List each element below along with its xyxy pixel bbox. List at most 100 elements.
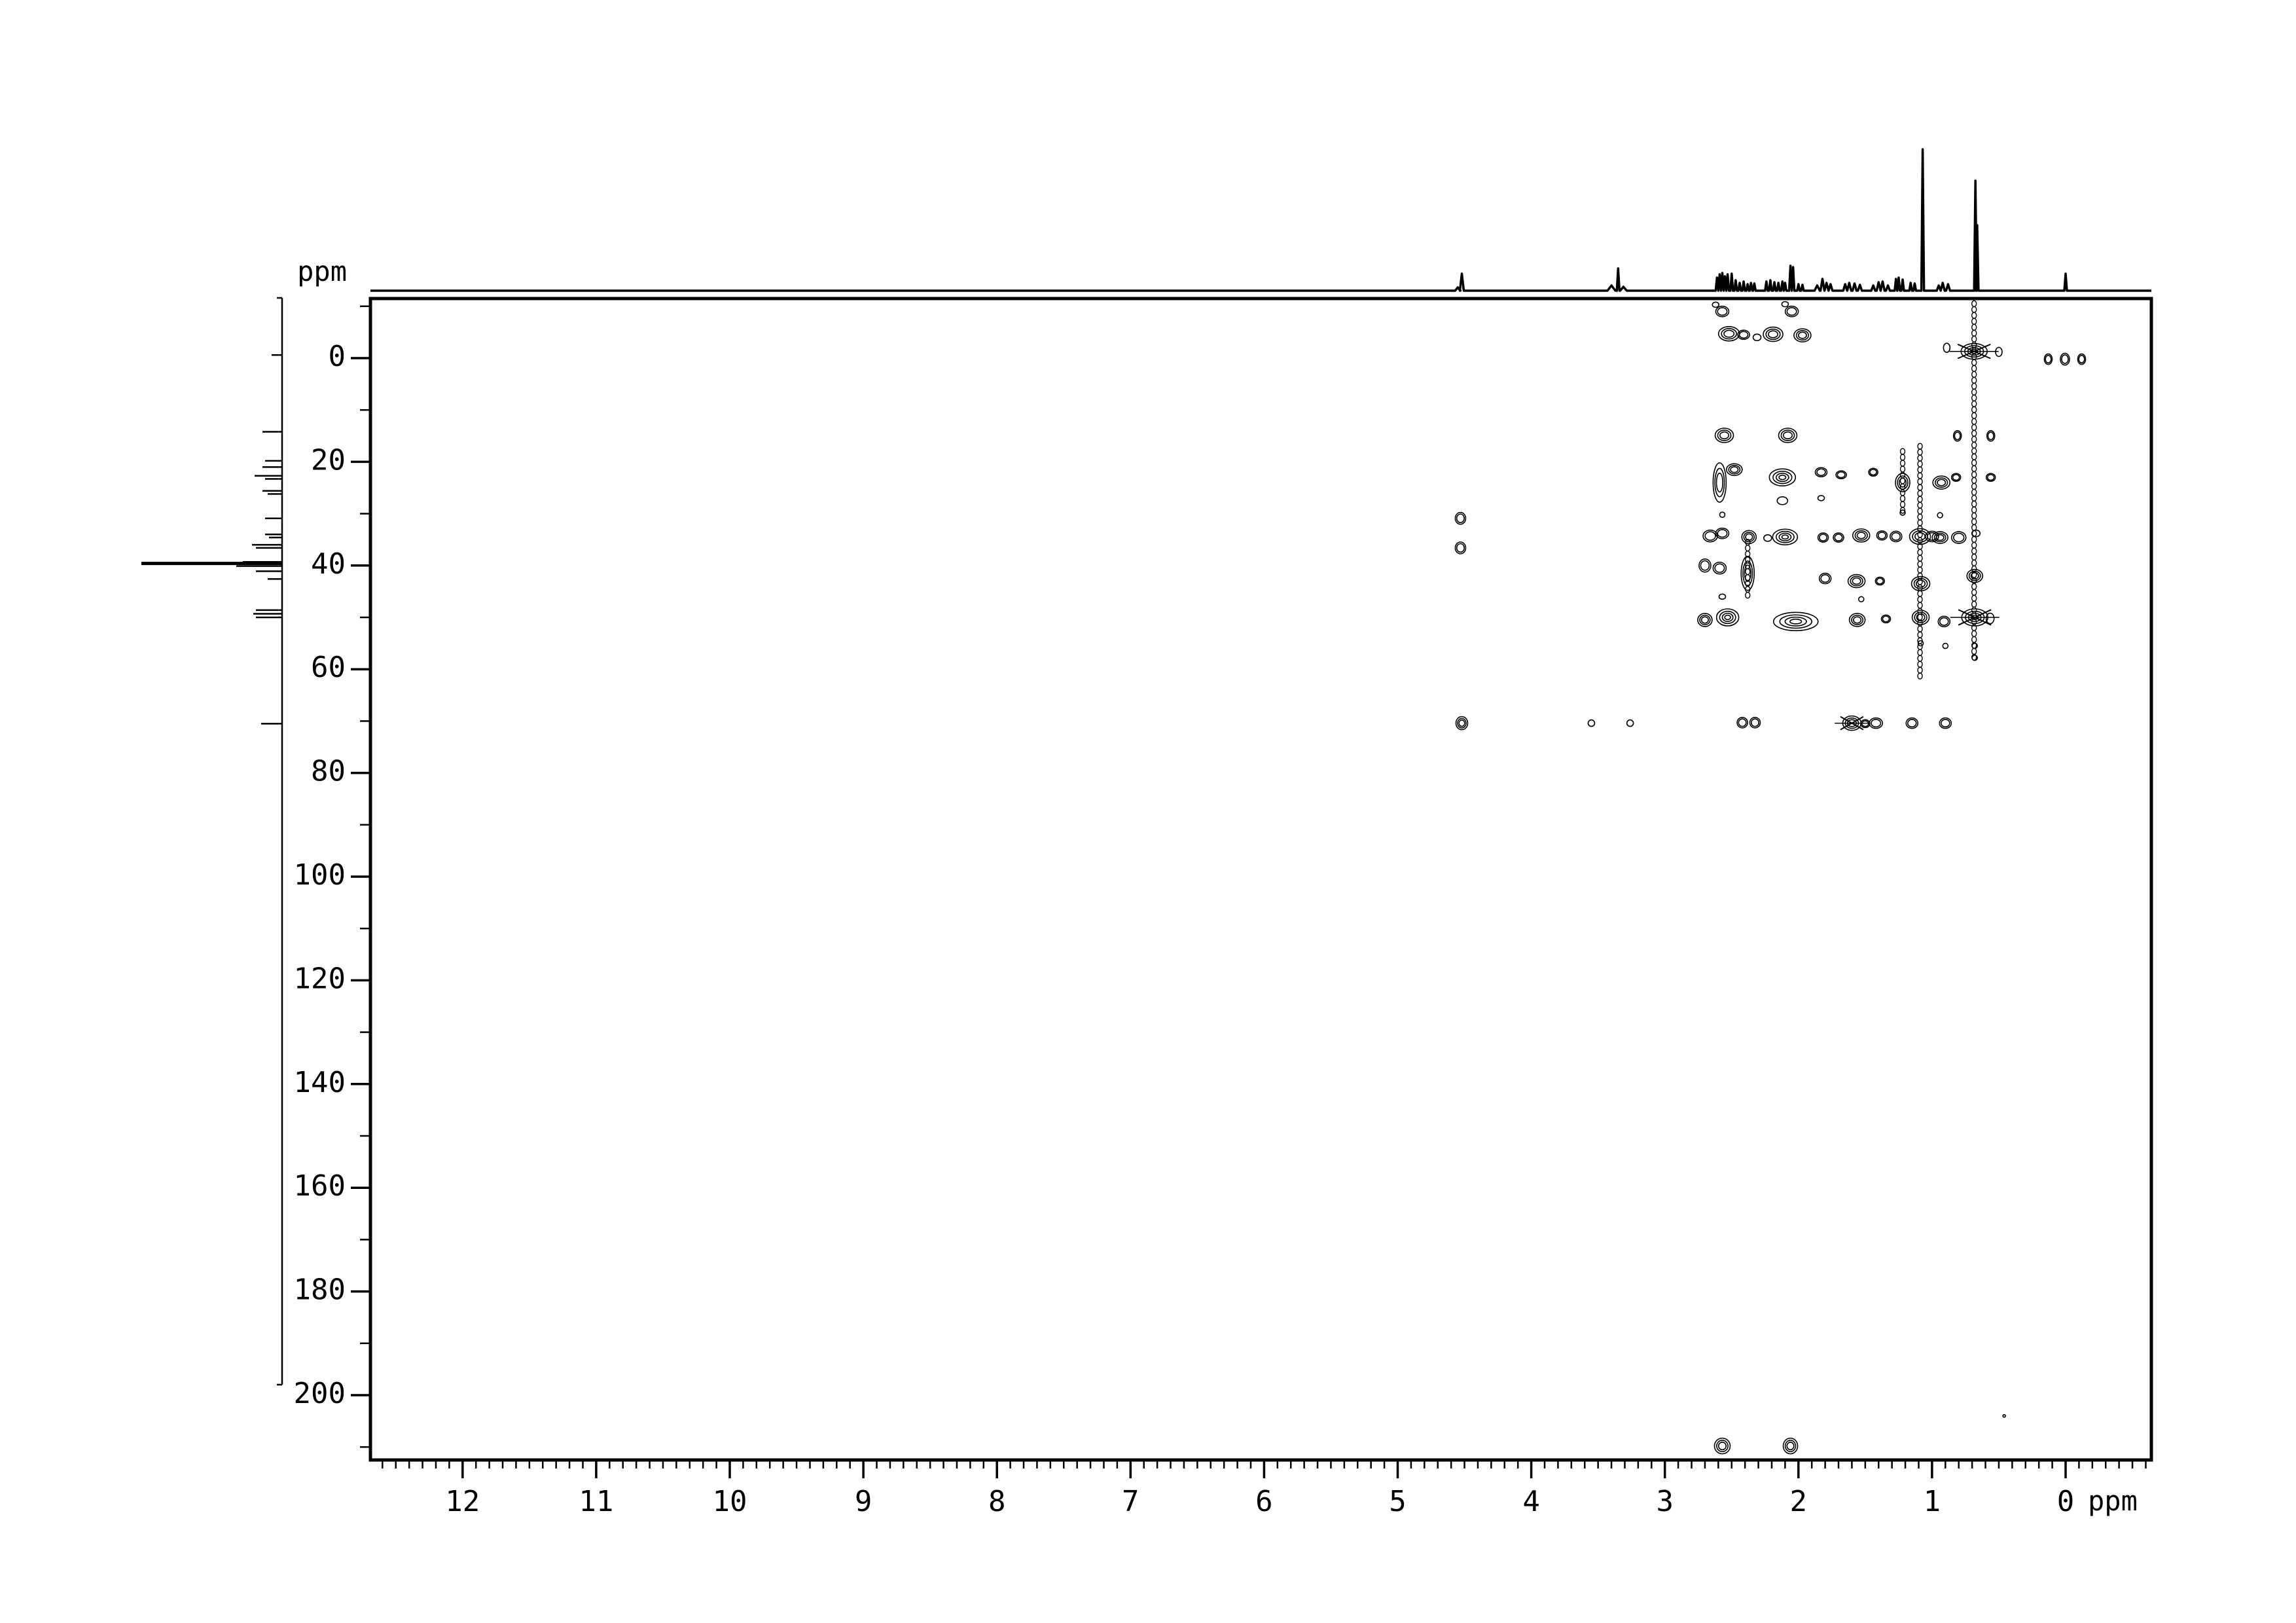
- cross-peak: [1818, 572, 1832, 585]
- cross-peak: [1741, 530, 1757, 545]
- cross-peak: [1784, 305, 1799, 318]
- cross-peak: [1939, 717, 1952, 729]
- cross-peak: [1899, 509, 1906, 516]
- x-tick-label: 7: [1122, 1485, 1139, 1518]
- cross-peak: [1702, 529, 1718, 543]
- x-tick-label: 10: [713, 1485, 747, 1518]
- cross-peak: [1793, 328, 1812, 342]
- cross-peak: [1868, 467, 1878, 477]
- cross-peak: [1835, 715, 1869, 731]
- cross-peak: [1713, 1437, 1731, 1455]
- cross-peak: [1715, 608, 1740, 627]
- cross-peak: [2002, 1413, 2006, 1418]
- cross-peak: [1971, 529, 1981, 538]
- x-tick-label: 1: [1924, 1485, 1941, 1518]
- cross-peak: [1943, 342, 1951, 353]
- cross-peak: [1781, 301, 1789, 308]
- cross-peak: [1932, 475, 1950, 490]
- cross-peak: [1714, 428, 1734, 443]
- cross-peak: [1718, 593, 1727, 600]
- x-axis-unit-label: ppm: [2088, 1485, 2138, 1517]
- cross-peak: [1740, 555, 1755, 591]
- cross-peak: [1626, 719, 1634, 727]
- y-tick-label: 180: [294, 1273, 346, 1307]
- cross-peak: [1749, 716, 1761, 729]
- cross-peak: [1937, 512, 1943, 519]
- cross-peak: [1995, 346, 2003, 357]
- cross-peak: [1950, 531, 1967, 544]
- cross-peak: [1966, 568, 1984, 583]
- cross-peak: [2077, 353, 2087, 365]
- cross-peak: [1942, 642, 1949, 649]
- x-tick-label: 4: [1522, 1485, 1540, 1518]
- x-tick-label: 3: [1656, 1485, 1674, 1518]
- cross-peak: [1952, 429, 1962, 442]
- x-tick-label: 11: [579, 1485, 613, 1518]
- cross-peak: [1869, 717, 1883, 729]
- x-tick-label: 5: [1389, 1485, 1407, 1518]
- cross-peak: [1698, 558, 1712, 573]
- cross-peak: [1772, 528, 1799, 546]
- cross-peak: [1852, 528, 1871, 543]
- cross-peak: [1715, 305, 1730, 318]
- cross-peak: [1763, 326, 1784, 342]
- y-tick-label: 20: [311, 443, 346, 477]
- cross-peak: [1768, 468, 1797, 486]
- cross-peak: [1931, 531, 1948, 544]
- cross-peak: [1782, 1437, 1799, 1455]
- cross-peak: [1587, 719, 1596, 727]
- cross-peak: [1776, 496, 1789, 505]
- y-axis: 0 20 40 60 80 100 120 140 160 180 200: [294, 305, 370, 1448]
- proton-projection-trace: [370, 148, 2151, 292]
- cross-peak: [1726, 463, 1743, 477]
- cross-peak: [1847, 574, 1866, 589]
- cross-peak: [1817, 495, 1825, 501]
- cross-peak: [1835, 470, 1847, 480]
- cross-peak: [1454, 511, 1467, 525]
- cross-peak: [1719, 511, 1726, 518]
- cross-peak: [1833, 532, 1844, 543]
- cross-peak: [2043, 353, 2053, 365]
- y-tick-label: 100: [294, 858, 346, 892]
- cross-peak: [1712, 561, 1727, 575]
- cross-peak: [1895, 473, 1910, 492]
- cross-peak: [1715, 527, 1730, 539]
- y-tick-label: 40: [311, 547, 346, 581]
- cross-peak: [1911, 610, 1930, 625]
- cross-peak: [1814, 467, 1828, 478]
- x-tick-label: 0: [2057, 1485, 2075, 1518]
- cross-peak: [1752, 333, 1762, 342]
- cross-peak: [1949, 342, 1999, 360]
- cross-peak: [1985, 473, 1996, 482]
- cross-peak: [1917, 640, 1924, 647]
- cross-peak: [1986, 429, 1996, 442]
- x-tick-label: 9: [855, 1485, 872, 1518]
- cross-peak: [1905, 717, 1919, 729]
- cross-peak: [1712, 301, 1720, 308]
- x-tick-label: 12: [445, 1485, 480, 1518]
- cross-peak: [1736, 716, 1748, 729]
- cross-peak: [1971, 642, 1979, 649]
- cross-peak: [1455, 716, 1469, 731]
- cross-peak: [1817, 532, 1829, 543]
- cross-peak: [1950, 473, 1962, 482]
- cross-peak: [1950, 608, 2000, 627]
- y-axis-unit-label: ppm: [297, 255, 347, 287]
- y-tick-label: 80: [311, 755, 346, 788]
- y-tick-label: 160: [294, 1169, 346, 1203]
- artifact-streak: [1899, 448, 1906, 514]
- cross-peak: [2060, 352, 2070, 366]
- carbon-projection-trace: [141, 297, 283, 1386]
- x-tick-label: 6: [1255, 1485, 1273, 1518]
- x-tick-label: 8: [988, 1485, 1006, 1518]
- cross-peak: [1697, 613, 1713, 627]
- y-tick-label: 0: [329, 340, 346, 373]
- x-tick-label: 2: [1790, 1485, 1808, 1518]
- y-tick-label: 200: [294, 1377, 346, 1410]
- cross-peak: [1712, 462, 1727, 503]
- cross-peak: [1737, 329, 1750, 340]
- cross-peak: [1848, 613, 1866, 627]
- y-tick-label: 60: [311, 651, 346, 684]
- cross-peak: [1860, 719, 1871, 729]
